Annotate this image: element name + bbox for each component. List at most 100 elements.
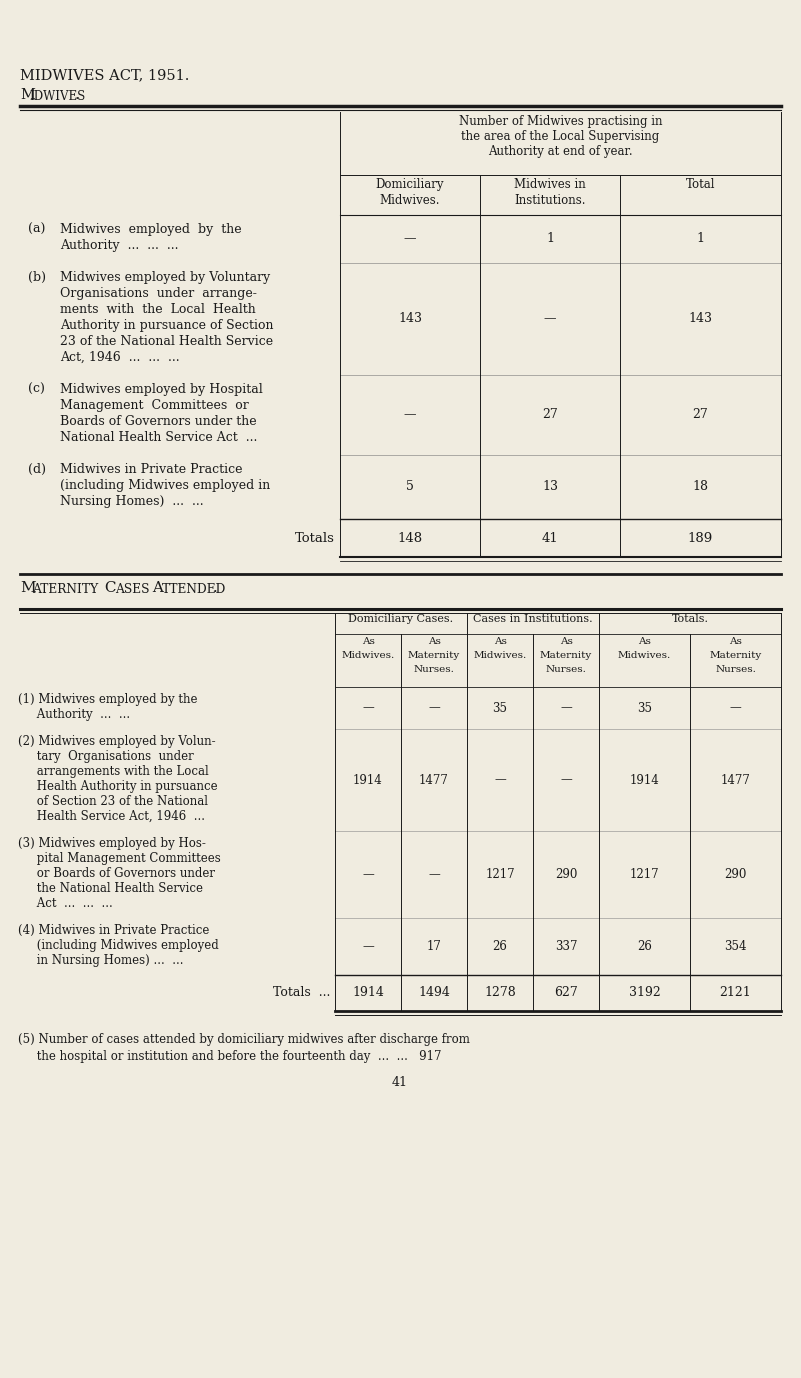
Text: —: — — [544, 313, 556, 325]
Text: Nurses.: Nurses. — [545, 666, 586, 674]
Text: (4) Midwives in Private Practice: (4) Midwives in Private Practice — [18, 925, 209, 937]
Text: Total: Total — [686, 178, 715, 192]
Text: 1494: 1494 — [418, 987, 450, 999]
Text: Health Service Act, 1946  ...: Health Service Act, 1946 ... — [18, 810, 205, 823]
Text: 1477: 1477 — [419, 773, 449, 787]
Text: (d): (d) — [28, 463, 46, 475]
Text: —: — — [362, 701, 374, 715]
Text: Midwives  employed  by  the: Midwives employed by the — [60, 223, 242, 236]
Text: —: — — [362, 868, 374, 881]
Text: 26: 26 — [637, 940, 652, 954]
Text: (b): (b) — [28, 271, 46, 284]
Text: Totals.: Totals. — [671, 615, 709, 624]
Text: TTENDED: TTENDED — [162, 583, 227, 597]
Text: 27: 27 — [542, 408, 557, 422]
Text: ASES: ASES — [115, 583, 150, 597]
Text: 3192: 3192 — [629, 987, 660, 999]
Text: of Section 23 of the National: of Section 23 of the National — [18, 795, 208, 808]
Text: Midwives.: Midwives. — [473, 650, 526, 660]
Text: Maternity: Maternity — [408, 650, 460, 660]
Text: Midwives in Private Practice: Midwives in Private Practice — [60, 463, 243, 475]
Text: Midwives in: Midwives in — [514, 178, 586, 192]
Text: in Nursing Homes) ...  ...: in Nursing Homes) ... ... — [18, 954, 183, 967]
Text: A: A — [148, 582, 164, 595]
Text: 148: 148 — [397, 532, 423, 544]
Text: —: — — [428, 868, 440, 881]
Text: Totals: Totals — [295, 532, 335, 544]
Text: 290: 290 — [555, 868, 578, 881]
Text: Nurses.: Nurses. — [413, 666, 454, 674]
Text: ments  with  the  Local  Health: ments with the Local Health — [60, 303, 256, 316]
Text: MIDWIVES ACT, 1951.: MIDWIVES ACT, 1951. — [20, 68, 189, 83]
Text: 35: 35 — [493, 701, 508, 715]
Text: C: C — [100, 582, 116, 595]
Text: As: As — [560, 637, 573, 646]
Text: (a): (a) — [28, 223, 46, 236]
Text: (including Midwives employed: (including Midwives employed — [18, 938, 219, 952]
Text: As: As — [428, 637, 441, 646]
Text: 1914: 1914 — [353, 773, 383, 787]
Text: 1: 1 — [546, 233, 554, 245]
Text: 1278: 1278 — [484, 987, 516, 999]
Text: Nurses.: Nurses. — [715, 666, 756, 674]
Text: Health Authority in pursuance: Health Authority in pursuance — [18, 780, 218, 792]
Text: Institutions.: Institutions. — [514, 194, 586, 207]
Text: Management  Committees  or: Management Committees or — [60, 400, 249, 412]
Text: Number of Midwives practising in
the area of the Local Supervising
Authority at : Number of Midwives practising in the are… — [459, 114, 662, 158]
Text: 1914: 1914 — [352, 987, 384, 999]
Text: As: As — [729, 637, 742, 646]
Text: —: — — [730, 701, 742, 715]
Text: —: — — [560, 701, 572, 715]
Text: Midwives.: Midwives. — [380, 194, 441, 207]
Text: 23 of the National Health Service: 23 of the National Health Service — [60, 335, 273, 349]
Text: Boards of Governors under the: Boards of Governors under the — [60, 415, 256, 429]
Text: —: — — [428, 701, 440, 715]
Text: 41: 41 — [541, 532, 558, 544]
Text: Authority in pursuance of Section: Authority in pursuance of Section — [60, 318, 273, 332]
Text: 17: 17 — [427, 940, 441, 954]
Text: (2) Midwives employed by Volun-: (2) Midwives employed by Volun- — [18, 734, 215, 748]
Text: 143: 143 — [689, 313, 713, 325]
Text: As: As — [638, 637, 651, 646]
Text: pital Management Committees: pital Management Committees — [18, 852, 221, 865]
Text: 189: 189 — [688, 532, 713, 544]
Text: ATERNITY: ATERNITY — [32, 583, 99, 597]
Text: As: As — [361, 637, 374, 646]
Text: (3) Midwives employed by Hos-: (3) Midwives employed by Hos- — [18, 836, 206, 850]
Text: Midwives employed by Voluntary: Midwives employed by Voluntary — [60, 271, 270, 284]
Text: 354: 354 — [724, 940, 747, 954]
Text: Midwives.: Midwives. — [618, 650, 671, 660]
Text: 35: 35 — [637, 701, 652, 715]
Text: 627: 627 — [554, 987, 578, 999]
Text: IDWIVES: IDWIVES — [29, 90, 85, 103]
Text: 5: 5 — [406, 481, 414, 493]
Text: Domiciliary: Domiciliary — [376, 178, 445, 192]
Text: —: — — [494, 773, 506, 787]
Text: Organisations  under  arrange-: Organisations under arrange- — [60, 287, 257, 300]
Text: Midwives employed by Hospital: Midwives employed by Hospital — [60, 383, 263, 395]
Text: (5) Number of cases attended by domiciliary midwives after discharge from: (5) Number of cases attended by domicili… — [18, 1034, 470, 1046]
Text: 18: 18 — [693, 481, 709, 493]
Text: Authority  ...  ...: Authority ... ... — [18, 708, 130, 721]
Text: Midwives.: Midwives. — [341, 650, 395, 660]
Text: —: — — [560, 773, 572, 787]
Text: Authority  ...  ...  ...: Authority ... ... ... — [60, 238, 179, 252]
Text: the National Health Service: the National Health Service — [18, 882, 203, 894]
Text: —: — — [404, 233, 417, 245]
Text: the hospital or institution and before the fourteenth day  ...  ...   917: the hospital or institution and before t… — [18, 1050, 441, 1062]
Text: 13: 13 — [542, 481, 558, 493]
Text: National Health Service Act  ...: National Health Service Act ... — [60, 431, 257, 444]
Text: Cases in Institutions.: Cases in Institutions. — [473, 615, 593, 624]
Text: 1217: 1217 — [630, 868, 659, 881]
Text: 1477: 1477 — [721, 773, 751, 787]
Text: Act, 1946  ...  ...  ...: Act, 1946 ... ... ... — [60, 351, 179, 364]
Text: arrangements with the Local: arrangements with the Local — [18, 765, 209, 779]
Text: 1914: 1914 — [630, 773, 659, 787]
Text: (including Midwives employed in: (including Midwives employed in — [60, 480, 270, 492]
Text: 1217: 1217 — [485, 868, 515, 881]
Text: As: As — [493, 637, 506, 646]
Text: M: M — [20, 88, 35, 102]
Text: 337: 337 — [555, 940, 578, 954]
Text: —: — — [362, 940, 374, 954]
Text: 26: 26 — [493, 940, 508, 954]
